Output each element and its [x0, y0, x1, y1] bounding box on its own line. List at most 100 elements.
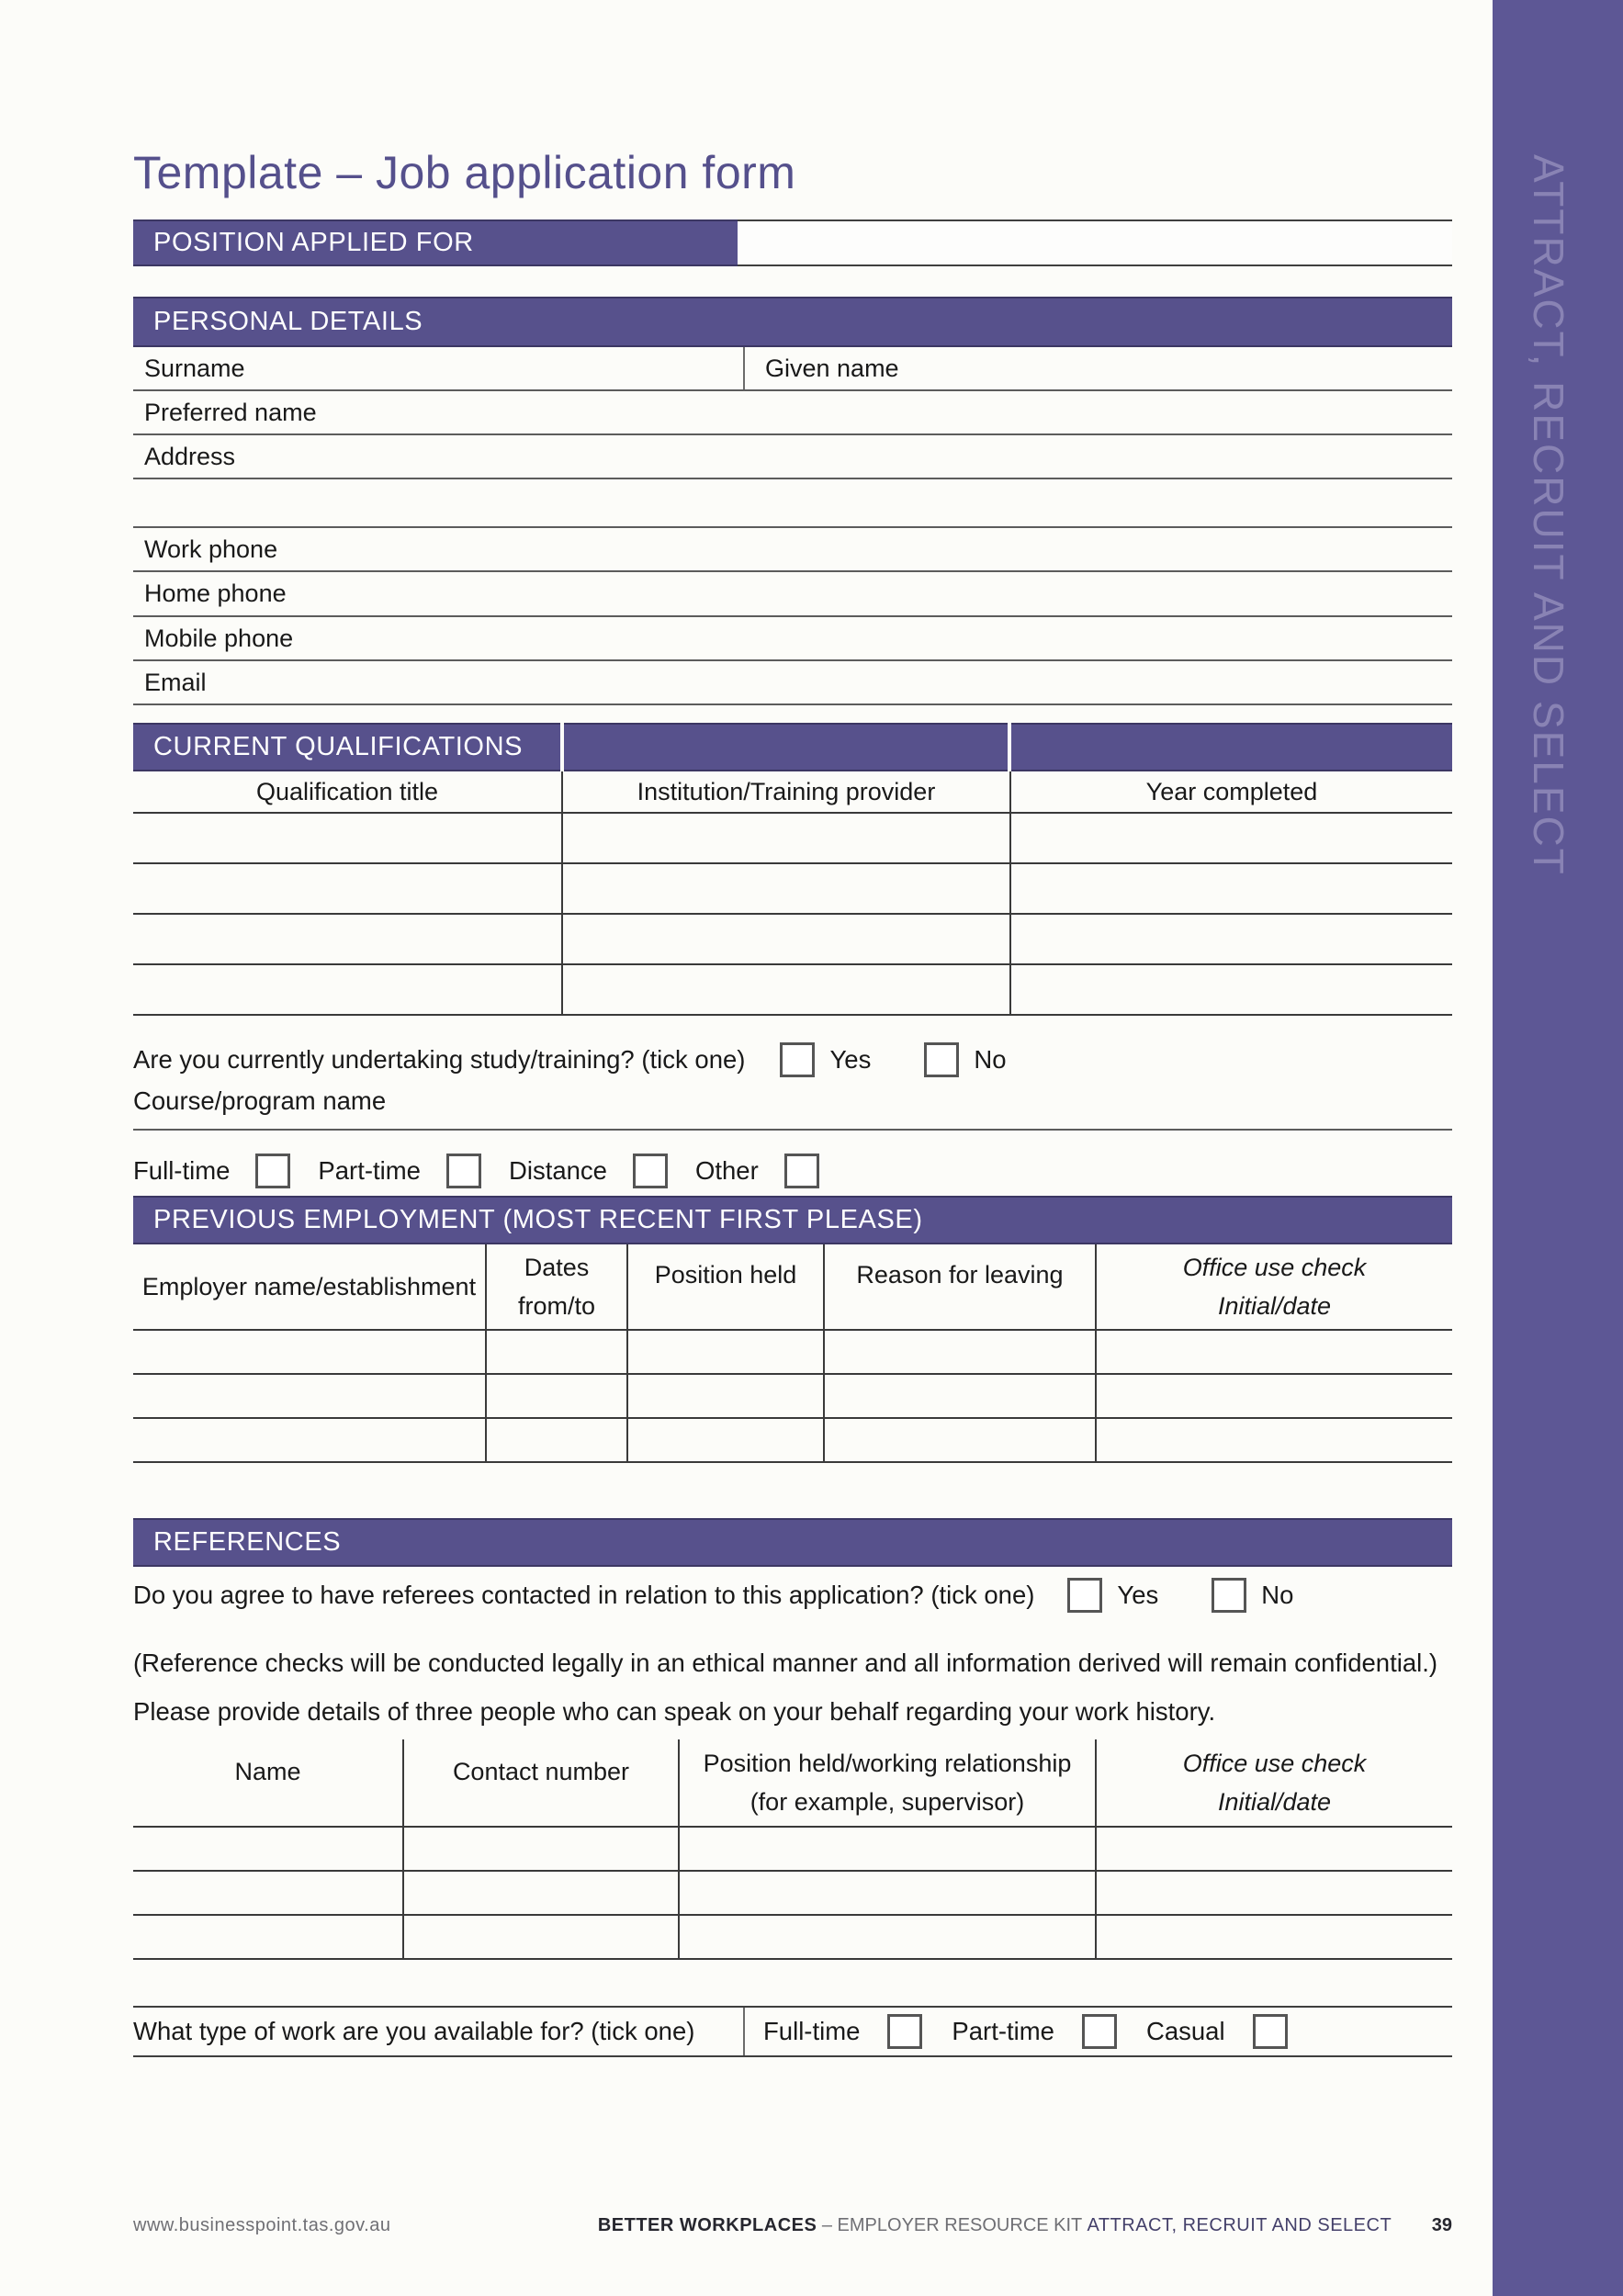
study-yes-checkbox[interactable]: [780, 1042, 816, 1077]
office-use-column-header: Office use check Initial/date: [1095, 1244, 1452, 1331]
study-yes-label: Yes: [829, 1045, 872, 1074]
mobile-phone-field[interactable]: Mobile phone: [133, 617, 1452, 661]
employment-header-row: Employer name/establishment Dates from/t…: [133, 1244, 1452, 1331]
position-held-cell[interactable]: [626, 1330, 824, 1375]
qualification-title-cell[interactable]: [133, 813, 562, 864]
referee-contact-cell[interactable]: [402, 1827, 679, 1872]
qualification-row: [133, 964, 1452, 1016]
position-held-cell[interactable]: [626, 1418, 824, 1463]
full-time-checkbox[interactable]: [255, 1154, 291, 1188]
address-field[interactable]: Address: [133, 435, 1452, 479]
referee-relationship-cell[interactable]: [678, 1827, 1096, 1872]
referees-yes-checkbox[interactable]: [1067, 1578, 1103, 1613]
qualification-title-cell[interactable]: [133, 914, 562, 965]
availability-part-time-checkbox[interactable]: [1081, 2014, 1117, 2049]
referee-name-cell[interactable]: [133, 1871, 403, 1916]
office-use-cell[interactable]: [1095, 1915, 1452, 1960]
reason-cell[interactable]: [823, 1374, 1096, 1419]
reason-cell[interactable]: [823, 1418, 1096, 1463]
home-phone-label: Home phone: [144, 580, 287, 607]
dates-cell[interactable]: [485, 1418, 627, 1463]
institution-cell[interactable]: [561, 914, 1010, 965]
employer-cell[interactable]: [133, 1418, 486, 1463]
year-completed-cell[interactable]: [1009, 813, 1452, 864]
referee-contact-cell[interactable]: [402, 1915, 679, 1960]
institution-cell[interactable]: [561, 813, 1010, 864]
office-use-cell[interactable]: [1095, 1374, 1452, 1419]
work-availability-row: What type of work are you available for?…: [133, 2006, 1452, 2057]
institution-cell[interactable]: [561, 964, 1010, 1016]
surname-label: Surname: [144, 354, 245, 382]
referee-relationship-cell[interactable]: [678, 1915, 1096, 1960]
references-header-row: Name Contact number Position held/workin…: [133, 1739, 1452, 1828]
work-availability-question: What type of work are you available for?…: [133, 2008, 745, 2055]
other-checkbox[interactable]: [783, 1154, 819, 1188]
availability-full-time-checkbox[interactable]: [887, 2014, 923, 2049]
office-use-cell[interactable]: [1095, 1827, 1452, 1872]
dates-cell[interactable]: [485, 1374, 627, 1419]
position-held-column-header: Position held: [626, 1244, 824, 1331]
email-field[interactable]: Email: [133, 661, 1452, 705]
qualification-title-cell[interactable]: [133, 863, 562, 915]
employment-row: [133, 1374, 1452, 1419]
referees-no-checkbox[interactable]: [1212, 1578, 1247, 1613]
qualification-row: [133, 914, 1452, 965]
footer-publication-suffix: – EMPLOYER RESOURCE KIT: [821, 2215, 1082, 2235]
qualification-title-cell[interactable]: [133, 964, 562, 1016]
references-note: (Reference checks will be conducted lega…: [133, 1638, 1452, 1736]
given-name-field[interactable]: Given name: [745, 347, 1452, 389]
qualifications-table: Qualification title Institution/Training…: [133, 771, 1452, 1016]
availability-full-time-label: Full-time: [763, 2017, 861, 2045]
work-phone-field[interactable]: Work phone: [133, 528, 1452, 572]
referee-relationship-cell[interactable]: [678, 1871, 1096, 1916]
course-program-name-field[interactable]: Course/program name: [133, 1086, 1452, 1131]
part-time-checkbox[interactable]: [445, 1154, 481, 1188]
references-table: Name Contact number Position held/workin…: [133, 1739, 1452, 1960]
given-name-label: Given name: [765, 354, 899, 382]
name-column-header: Name: [133, 1739, 403, 1828]
references-note-line1: (Reference checks will be conducted lega…: [133, 1649, 1438, 1677]
position-applied-input[interactable]: [738, 219, 1452, 266]
home-phone-field[interactable]: Home phone: [133, 572, 1452, 617]
references-note-line2: Please provide details of three people w…: [133, 1697, 1216, 1726]
address-label: Address: [144, 442, 236, 470]
employer-cell[interactable]: [133, 1330, 486, 1375]
study-no-checkbox[interactable]: [924, 1042, 960, 1077]
dates-cell[interactable]: [485, 1330, 627, 1375]
availability-casual-checkbox[interactable]: [1252, 2014, 1288, 2049]
position-held-cell[interactable]: [626, 1374, 824, 1419]
side-band: ATTRACT, RECRUIT AND SELECT: [1493, 0, 1623, 2296]
year-completed-cell[interactable]: [1009, 964, 1452, 1016]
preferred-name-field[interactable]: Preferred name: [133, 391, 1452, 435]
reference-row: [133, 1915, 1452, 1960]
surname-row: Surname Given name: [133, 347, 1452, 391]
referee-name-cell[interactable]: [133, 1915, 403, 1960]
side-band-label: ATTRACT, RECRUIT AND SELECT: [1525, 154, 1572, 876]
dates-column-header: Dates from/to: [485, 1244, 627, 1331]
reason-cell[interactable]: [823, 1330, 1096, 1375]
office-use-cell[interactable]: [1095, 1418, 1452, 1463]
office-use-cell[interactable]: [1095, 1871, 1452, 1916]
other-label: Other: [694, 1156, 759, 1185]
office-use-cell[interactable]: [1095, 1330, 1452, 1375]
referees-question-label: Do you agree to have referees contacted …: [133, 1581, 1035, 1609]
distance-checkbox[interactable]: [632, 1154, 668, 1188]
contact-number-column-header: Contact number: [402, 1739, 679, 1828]
referee-contact-cell[interactable]: [402, 1871, 679, 1916]
address-field-line2[interactable]: [133, 479, 1452, 528]
year-completed-cell[interactable]: [1009, 914, 1452, 965]
footer-kit-section: ATTRACT, RECRUIT AND SELECT: [1087, 2215, 1392, 2235]
current-qualifications-header-bar: CURRENT QUALIFICATIONS: [133, 723, 1452, 771]
qualification-row: [133, 813, 1452, 864]
office-use-column-header: Office use check Initial/date: [1095, 1739, 1452, 1828]
employer-cell[interactable]: [133, 1374, 486, 1419]
year-completed-cell[interactable]: [1009, 863, 1452, 915]
study-question-row: Are you currently undertaking study/trai…: [133, 1041, 1452, 1079]
referees-no-label: No: [1261, 1581, 1294, 1609]
surname-field[interactable]: Surname: [133, 347, 745, 389]
institution-cell[interactable]: [561, 863, 1010, 915]
referee-name-cell[interactable]: [133, 1827, 403, 1872]
previous-employment-header: PREVIOUS EMPLOYMENT (MOST RECENT FIRST P…: [133, 1196, 1452, 1244]
footer-website-link[interactable]: www.businesspoint.tas.gov.au: [133, 2215, 391, 2235]
